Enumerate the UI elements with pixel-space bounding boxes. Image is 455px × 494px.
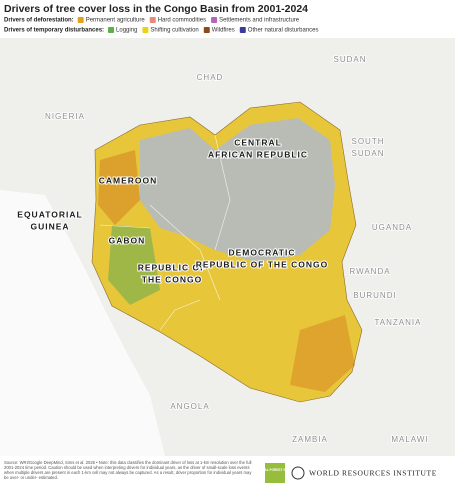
gfw-logo-text: GLOBAL FOREST WATCH [255, 468, 295, 472]
country-label: EQUATORIAL [17, 209, 82, 219]
legend-swatch [142, 27, 149, 33]
legend-label: Other natural disturbances [248, 28, 319, 34]
legend-swatch [203, 27, 210, 33]
gfw-logo [265, 463, 285, 483]
country-label: AFRICAN REPUBLIC [208, 149, 308, 159]
country-label: DEMOCRATIC [229, 247, 296, 257]
legend-swatch [211, 17, 218, 23]
legend-swatch [108, 27, 115, 33]
legend-label: Settlements and infrastructure [219, 18, 300, 24]
country-label: ANGOLA [170, 402, 209, 411]
map [0, 38, 455, 456]
forest-core [140, 118, 335, 262]
legend-label: Hard commodities [158, 18, 206, 24]
logging-patch [108, 225, 160, 305]
country-labels: CHAD SUDAN NIGERIA CENTRAL AFRICAN REPUBLIC S… [16, 54, 428, 445]
country-label: CHAD [197, 73, 224, 82]
title: Drivers of tree cover loss in the Congo … [4, 3, 308, 15]
legend-heading: Drivers of temporary disturbances: [4, 28, 104, 34]
country-label: GUINEA [30, 221, 69, 231]
legend-swatch [77, 17, 84, 23]
legend: Drivers of deforestation: Permanent agric… [4, 17, 319, 34]
wri-logo-mark [291, 466, 305, 480]
legend-label: Wildfires [212, 28, 235, 34]
legend-label: Logging [116, 28, 137, 34]
country-label: THE CONGO [142, 274, 202, 284]
country-label: MALAWI [391, 435, 428, 444]
wri-logo-text: WORLD RESOURCES INSTITUTE [309, 469, 437, 478]
country-label: REPUBLIC OF [138, 262, 207, 272]
agriculture-patch [98, 150, 140, 225]
logos: GLOBAL FOREST WATCH WORLD RESOURCES INST… [255, 463, 437, 483]
legend-label: Shifting cultivation [150, 28, 198, 34]
basin-outline [91, 101, 363, 403]
country-label: SOUTH [352, 137, 385, 146]
country-label: CENTRAL [234, 137, 282, 147]
agriculture-patch [290, 315, 355, 392]
country-label: UGANDA [372, 223, 412, 232]
country-label: TANZANIA [375, 318, 422, 327]
borders [99, 134, 231, 331]
country-label: ZAMBIA [292, 435, 328, 444]
country-label: REPUBLIC OF THE CONGO [196, 259, 328, 269]
country-label: RWANDA [349, 267, 390, 276]
country-label: SUDAN [333, 55, 366, 64]
country-label: GABON [109, 235, 146, 245]
source-note: Source: WRI/Google DeepMind, Sims et al.… [4, 460, 252, 480]
legend-heading: Drivers of deforestation: [4, 18, 74, 24]
ocean [0, 190, 165, 456]
legend-swatch [149, 17, 156, 23]
legend-swatch [239, 27, 246, 33]
country-label: SUDAN [351, 149, 384, 158]
country-label: CAMEROON [99, 175, 158, 185]
country-label: BURUNDI [353, 291, 396, 300]
legend-label: Permanent agriculture [86, 18, 146, 24]
country-label: NIGERIA [45, 112, 85, 121]
